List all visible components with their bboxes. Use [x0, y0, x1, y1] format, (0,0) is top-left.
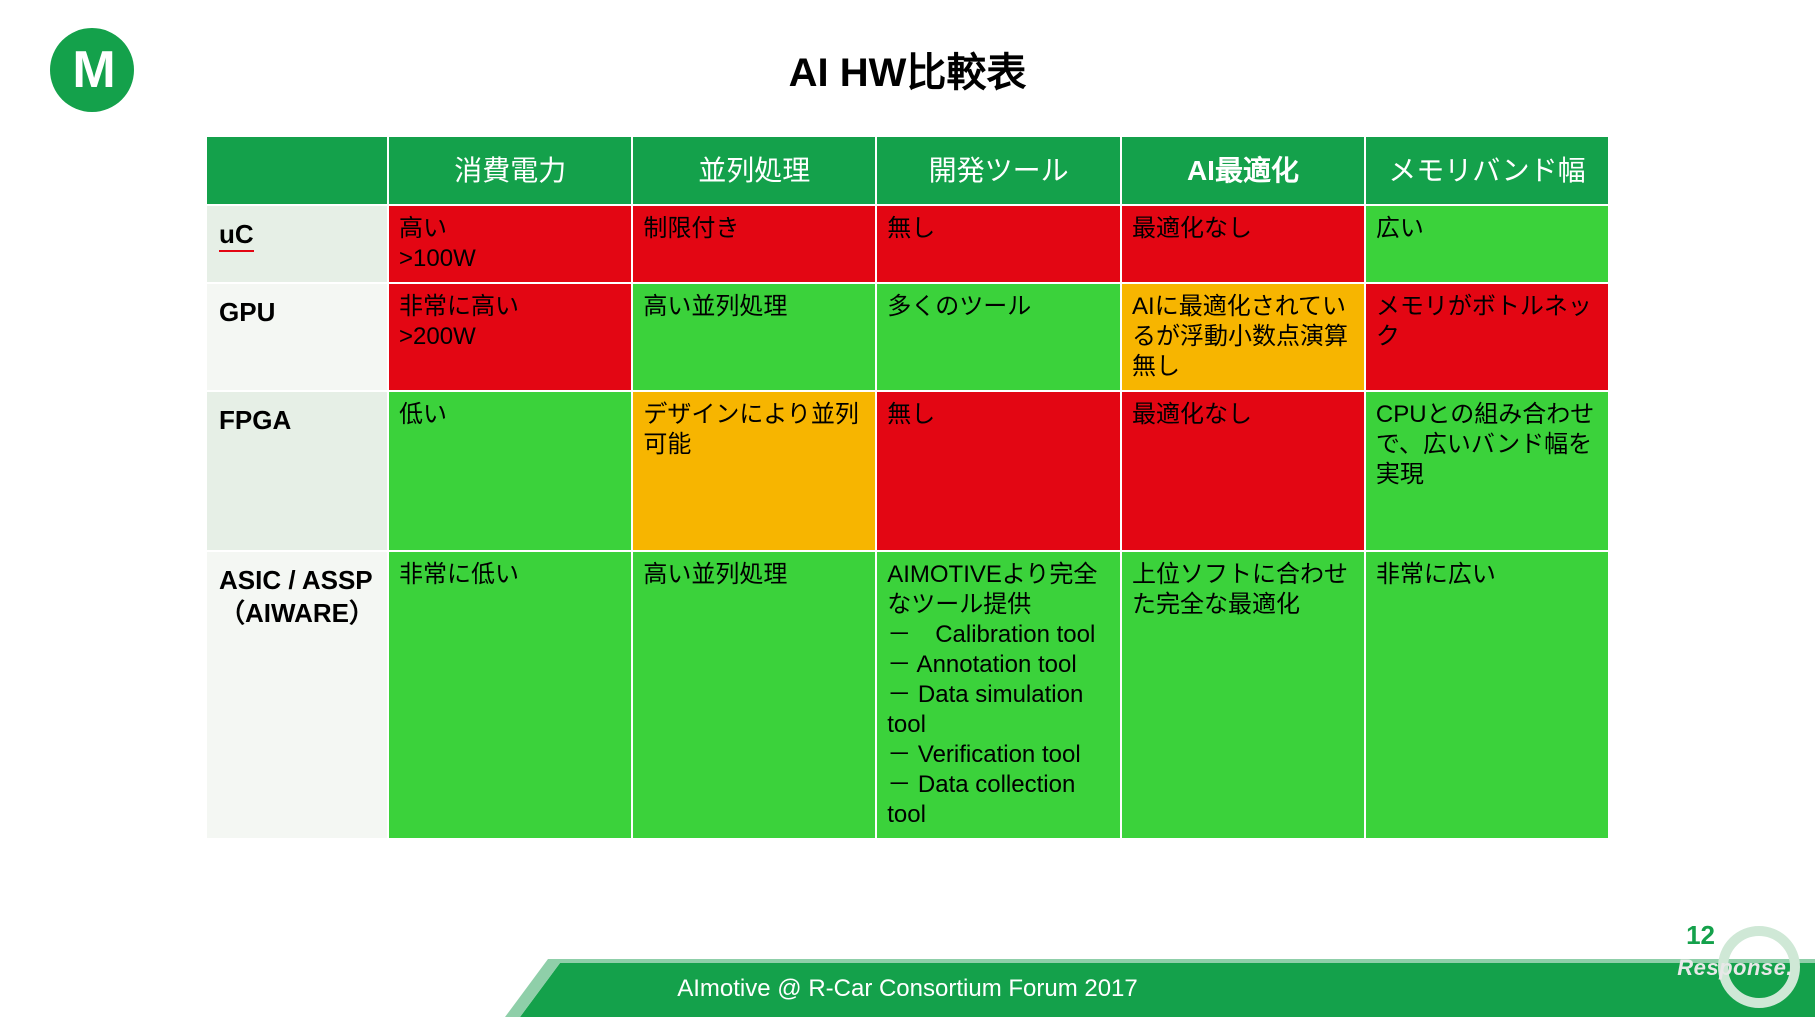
table-header-row: 消費電力並列処理開発ツールAI最適化メモリバンド幅: [206, 136, 1609, 205]
table-row: uC高い >100W制限付き無し最適化なし広い: [206, 205, 1609, 283]
watermark-text: Response.: [1677, 955, 1793, 981]
table-cell: 非常に高い >200W: [388, 283, 632, 391]
table-cell: 無し: [876, 391, 1121, 551]
table-row: GPU非常に高い >200W高い並列処理多くのツールAIに最適化されているが浮動…: [206, 283, 1609, 391]
table-cell: 高い並列処理: [632, 283, 876, 391]
comparison-table: 消費電力並列処理開発ツールAI最適化メモリバンド幅 uC高い >100W制限付き…: [205, 135, 1610, 840]
comparison-table-wrap: 消費電力並列処理開発ツールAI最適化メモリバンド幅 uC高い >100W制限付き…: [205, 135, 1610, 840]
table-cell: 高い並列処理: [632, 551, 876, 839]
table-cell: AIに最適化されているが浮動小数点演算無し: [1121, 283, 1365, 391]
row-header: GPU: [206, 283, 388, 391]
table-row: FPGA低いデザインにより並列可能無し最適化なしCPUとの組み合わせで、広いバン…: [206, 391, 1609, 551]
table-cell: 低い: [388, 391, 632, 551]
table-cell: 多くのツール: [876, 283, 1121, 391]
table-cell: メモリがボトルネック: [1365, 283, 1609, 391]
col-header: メモリバンド幅: [1365, 136, 1609, 205]
brand-logo-circle: M: [50, 28, 134, 112]
table-cell: CPUとの組み合わせで、広いバンド幅を実現: [1365, 391, 1609, 551]
table-cell: 最適化なし: [1121, 391, 1365, 551]
table-cell: デザインにより並列可能: [632, 391, 876, 551]
table-cell: 広い: [1365, 205, 1609, 283]
page-number: 12: [1686, 920, 1715, 951]
table-cell: AIMOTIVEより完全なツール提供 － Calibration tool － …: [876, 551, 1121, 839]
table-cell: 上位ソフトに合わせた完全な最適化: [1121, 551, 1365, 839]
table-cell: 高い >100W: [388, 205, 632, 283]
table-corner-cell: [206, 136, 388, 205]
table-cell: 制限付き: [632, 205, 876, 283]
brand-logo: M: [50, 28, 134, 112]
col-header: AI最適化: [1121, 136, 1365, 205]
brand-logo-letter: M: [72, 40, 111, 100]
col-header: 並列処理: [632, 136, 876, 205]
table-cell: 非常に広い: [1365, 551, 1609, 839]
row-header: ASIC / ASSP （AIWARE）: [206, 551, 388, 839]
row-header: FPGA: [206, 391, 388, 551]
col-header: 消費電力: [388, 136, 632, 205]
footer-text: AImotive @ R-Car Consortium Forum 2017: [0, 975, 1815, 1003]
table-row: ASIC / ASSP （AIWARE）非常に低い高い並列処理AIMOTIVEよ…: [206, 551, 1609, 839]
page-title: AI HW比較表: [789, 40, 1027, 98]
table-cell: 非常に低い: [388, 551, 632, 839]
table-body: uC高い >100W制限付き無し最適化なし広いGPU非常に高い >200W高い並…: [206, 205, 1609, 839]
table-cell: 無し: [876, 205, 1121, 283]
row-header: uC: [206, 205, 388, 283]
table-cell: 最適化なし: [1121, 205, 1365, 283]
col-header: 開発ツール: [876, 136, 1121, 205]
